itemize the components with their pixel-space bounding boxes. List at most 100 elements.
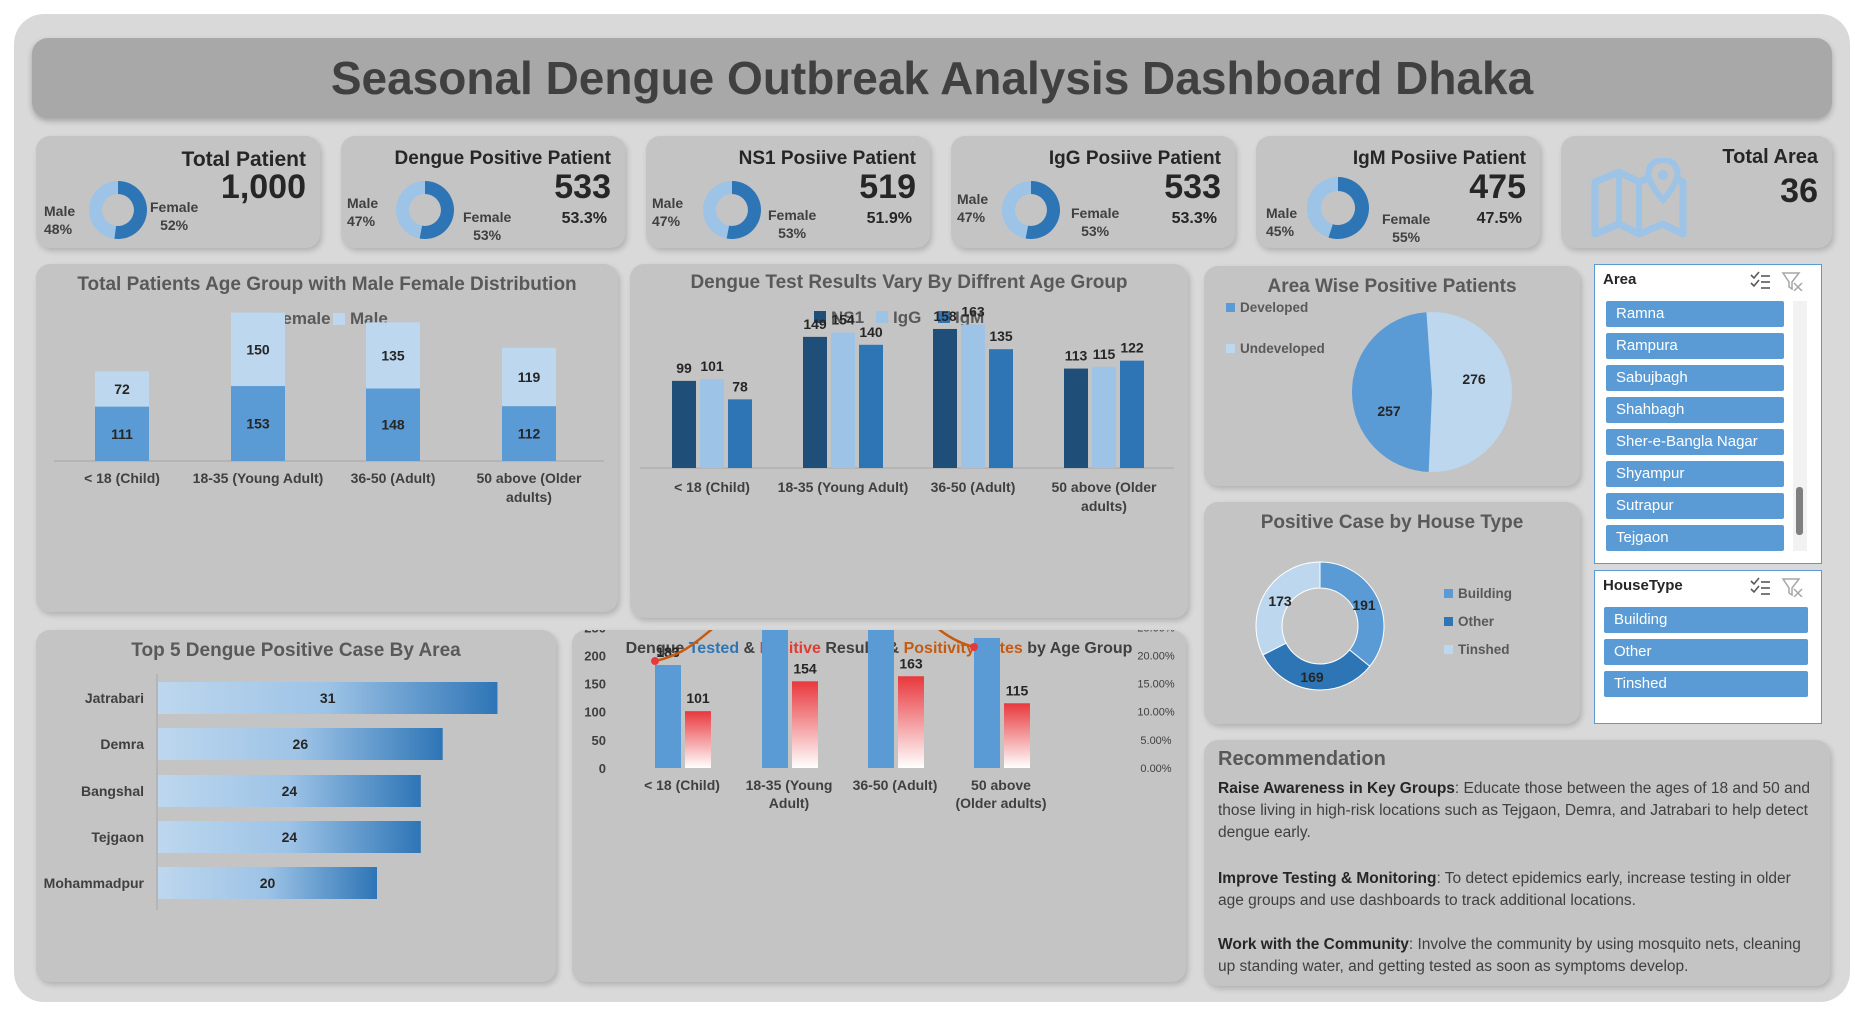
title-part-amp1: & bbox=[739, 640, 760, 657]
kpi-card-total-patient[interactable]: Total Patient 1,000 Male 48% Female 52% bbox=[36, 136, 320, 248]
chart-title: Total Patients Age Group with Male Femal… bbox=[77, 274, 577, 295]
slicer-item-sabujbagh[interactable]: Sabujbagh bbox=[1606, 365, 1784, 391]
kpi-card-dengue-positive[interactable]: Dengue Positive Patient 533 53.3% Male 47… bbox=[341, 136, 625, 248]
chart-title: Top 5 Dengue Positive Case By Area bbox=[131, 640, 461, 661]
bar-igg bbox=[1092, 366, 1116, 468]
kpi-card-total-area[interactable]: Total Area 36 bbox=[1561, 136, 1832, 248]
male-slice bbox=[395, 181, 425, 239]
panel-tested-positive: Dengue Tested & Positive Results & Posit… bbox=[572, 630, 1186, 982]
kpi-value: 36 bbox=[1780, 172, 1818, 210]
panel-test-results: Dengue Test Results Vary By Diffrent Age… bbox=[630, 264, 1188, 618]
slicer-item-shahbagh[interactable]: Shahbagh bbox=[1606, 397, 1784, 423]
positivity-rate-point bbox=[651, 657, 659, 666]
female-slice bbox=[1025, 181, 1060, 239]
male-share: Male 47% bbox=[652, 195, 684, 229]
bar-ns1 bbox=[933, 328, 957, 468]
female-slice bbox=[114, 181, 147, 239]
bar-female bbox=[95, 406, 149, 461]
slicer-item-tinshed[interactable]: Tinshed bbox=[1604, 671, 1808, 697]
male-slice bbox=[1307, 177, 1338, 238]
chart-title: Dengue Test Results Vary By Diffrent Age… bbox=[690, 272, 1128, 293]
x-tick-label: < 18 (Child) bbox=[84, 470, 160, 486]
tested-positive-chart: 35030025020015010050035.00%30.00%25.00%2… bbox=[584, 630, 1175, 811]
male-share: Male 48% bbox=[44, 203, 76, 237]
bar-mohammadpur bbox=[158, 867, 377, 899]
bar-igg bbox=[831, 332, 855, 468]
multi-select-icon[interactable] bbox=[1749, 271, 1771, 291]
y-tick-label: Jatrabari bbox=[85, 690, 144, 706]
data-label-igm: 78 bbox=[732, 378, 748, 394]
multi-select-icon[interactable] bbox=[1749, 577, 1771, 597]
bar-male bbox=[366, 322, 420, 389]
bar-positive bbox=[898, 676, 924, 768]
slicer-item-rampura[interactable]: Rampura bbox=[1606, 333, 1784, 359]
female-share: Female 53% bbox=[1071, 205, 1120, 239]
kpi-card-igg-positive[interactable]: IgG Posiive Patient 533 53.3% Male 47% Fe… bbox=[951, 136, 1235, 248]
x-tick-label: 18-35 (Young Adult) bbox=[778, 479, 909, 495]
legend-swatch-tinshed bbox=[1444, 645, 1453, 654]
slicer-item-ramna[interactable]: Ramna bbox=[1606, 301, 1784, 327]
data-label-female: 148 bbox=[381, 417, 405, 433]
title-bar: Seasonal Dengue Outbreak Analysis Dashbo… bbox=[32, 38, 1832, 118]
bar-female bbox=[366, 388, 420, 461]
bar-igm bbox=[859, 344, 883, 468]
donut-slice-tinshed bbox=[1255, 561, 1321, 656]
data-label-igg: 101 bbox=[700, 358, 724, 374]
data-label-igg: 154 bbox=[831, 311, 855, 327]
top5-area-chart: 31 Jatrabari 26 Demra 24 Bangshal 24 Tejgaon 20 M… bbox=[44, 674, 498, 910]
slicer-item-shyampur[interactable]: Shyampur bbox=[1606, 461, 1784, 487]
x-tick-label: 18-35 (Young Adult) bbox=[193, 470, 324, 486]
clear-filter-icon[interactable] bbox=[1781, 271, 1803, 291]
data-label-tinshed: 173 bbox=[1268, 593, 1292, 609]
slicer-area: Area Ramna Rampura Sabujbagh Shahbagh Sh… bbox=[1594, 264, 1822, 564]
recommendation-item: Raise Awareness in Key Groups: Educate t… bbox=[1218, 780, 1810, 841]
bar-ns1 bbox=[803, 336, 827, 468]
data-label: 31 bbox=[320, 690, 336, 706]
data-label-male: 135 bbox=[381, 347, 405, 363]
kpi-value: 533 bbox=[1164, 168, 1221, 206]
kpi-card-ns1-positive[interactable]: NS1 Posiive Patient 519 51.9% Male 47% Fe… bbox=[646, 136, 930, 248]
bar-bangshal bbox=[158, 775, 421, 807]
slicer-item-sutrapur[interactable]: Sutrapur bbox=[1606, 493, 1784, 519]
recommendation-item: Improve Testing & Monitoring: To detect … bbox=[1218, 870, 1791, 909]
female-slice bbox=[726, 181, 761, 239]
y-tick-label: Bangshal bbox=[81, 783, 144, 799]
bar-tejgaon bbox=[158, 821, 421, 853]
scrollbar-thumb[interactable] bbox=[1796, 487, 1803, 535]
panel-area-wise: Area Wise Positive Patients 276 257 Develo… bbox=[1204, 266, 1580, 486]
y-tick-label: Tejgaon bbox=[91, 829, 144, 845]
panel-house-type: Positive Case by House Type 191 169 173 Bui… bbox=[1204, 502, 1580, 724]
data-label-ns1: 99 bbox=[676, 360, 692, 376]
title-part-age: by Age Group bbox=[1022, 640, 1133, 657]
bar-ns1 bbox=[1064, 368, 1088, 468]
slicer-item-sher-e-bangla-nagar[interactable]: Sher-e-Bangla Nagar bbox=[1606, 429, 1784, 455]
slicer-title: Area bbox=[1603, 271, 1637, 288]
male-slice bbox=[88, 181, 118, 239]
kpi-card-igm-positive[interactable]: IgM Posiive Patient 475 47.5% Male 45% Fe… bbox=[1256, 136, 1540, 248]
slicer-title: HouseType bbox=[1603, 577, 1683, 594]
bar-female bbox=[502, 406, 556, 461]
data-label-igm: 140 bbox=[859, 324, 883, 340]
bar-igm bbox=[989, 349, 1013, 468]
female-slice bbox=[1328, 177, 1369, 239]
slicer-item-building[interactable]: Building bbox=[1604, 607, 1808, 633]
gender-donut bbox=[703, 181, 761, 239]
data-label-undeveloped: 276 bbox=[1462, 371, 1486, 387]
clear-filter-icon[interactable] bbox=[1781, 577, 1803, 597]
data-label-female: 112 bbox=[518, 426, 541, 442]
legend-label-igm: IgM bbox=[955, 308, 984, 327]
bar-male bbox=[95, 371, 149, 407]
male-share: Male 47% bbox=[347, 195, 379, 229]
x-tick-label: 18-35 (Young Adult) bbox=[746, 777, 833, 811]
donut-slice-building bbox=[1319, 561, 1385, 667]
dashboard-title: Seasonal Dengue Outbreak Analysis Dashbo… bbox=[330, 52, 1534, 104]
x-tick-label: 50 above (Older adults) bbox=[1051, 479, 1157, 514]
bar-igg bbox=[961, 324, 985, 468]
slicer-item-other[interactable]: Other bbox=[1604, 639, 1808, 665]
y-tick-label: 200 bbox=[584, 648, 606, 663]
data-label-male: 72 bbox=[114, 381, 130, 397]
legend-label-undeveloped: Undeveloped bbox=[1240, 341, 1325, 356]
data-label: 26 bbox=[293, 736, 309, 752]
slicer-item-tejgaon[interactable]: Tejgaon bbox=[1606, 525, 1784, 551]
slicer-scrollbar[interactable] bbox=[1793, 301, 1807, 551]
